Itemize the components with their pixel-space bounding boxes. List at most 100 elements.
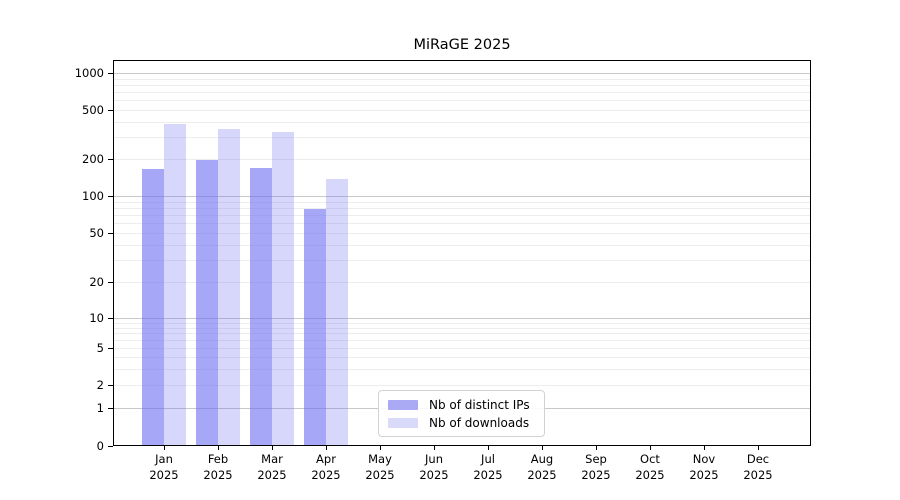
gridline-minor — [114, 348, 810, 349]
x-tick-month: Nov — [692, 452, 716, 466]
x-tick-year: 2025 — [311, 467, 341, 482]
x-tick-month: Jan — [155, 452, 173, 466]
gridline-minor — [114, 322, 810, 324]
gridline-minor — [114, 137, 810, 139]
bar-mar-downloads — [272, 132, 294, 445]
y-tick-mark — [108, 347, 113, 349]
y-tick-mark — [108, 407, 113, 409]
y-tick-mark — [108, 384, 113, 386]
gridline-minor — [114, 233, 810, 234]
gridline-minor — [114, 121, 810, 123]
gridline-minor — [114, 201, 810, 203]
x-tick-mark — [487, 446, 489, 450]
y-tick-label: 10 — [89, 311, 104, 325]
y-tick-mark — [108, 109, 113, 111]
gridline-major — [114, 196, 810, 197]
bar-jan-distinct-ips — [142, 169, 164, 445]
y-tick-label: 2 — [96, 378, 104, 392]
x-tick-label: Jun 2025 — [394, 452, 474, 483]
x-tick-year: 2025 — [581, 467, 611, 482]
x-tick-label: Dec 2025 — [718, 452, 798, 483]
x-tick-year: 2025 — [743, 467, 773, 482]
bar-jan-downloads — [164, 123, 186, 445]
x-tick-mark — [379, 446, 381, 450]
x-tick-month: Dec — [746, 452, 770, 466]
x-tick-mark — [703, 446, 705, 450]
gridline-minor — [114, 260, 810, 262]
y-tick-label: 100 — [82, 189, 104, 203]
x-tick-mark — [649, 446, 651, 450]
x-tick-month: Jun — [425, 452, 443, 466]
y-tick-mark — [108, 445, 113, 447]
y-tick-label: 50 — [89, 226, 104, 240]
y-tick-mark — [108, 281, 113, 283]
legend-swatch-downloads — [388, 417, 418, 428]
y-tick-mark — [108, 72, 113, 74]
gridline-minor — [114, 368, 810, 370]
gridline-minor — [114, 244, 810, 246]
x-tick-year: 2025 — [365, 467, 395, 482]
x-tick-year: 2025 — [257, 467, 287, 482]
x-tick-mark — [541, 446, 543, 450]
gridline-minor — [114, 78, 810, 80]
y-tick-mark — [108, 232, 113, 234]
bar-feb-distinct-ips — [196, 160, 218, 445]
x-tick-year: 2025 — [689, 467, 719, 482]
gridline-minor — [114, 110, 810, 111]
x-tick-label: Jul 2025 — [448, 452, 528, 483]
x-tick-mark — [271, 446, 273, 450]
gridline-major — [114, 318, 810, 319]
y-tick-label: 0 — [96, 439, 104, 453]
x-tick-label: May 2025 — [340, 452, 420, 483]
bar-apr-distinct-ips — [304, 209, 326, 445]
bar-mar-distinct-ips — [250, 167, 272, 445]
gridline-minor — [114, 357, 810, 358]
x-tick-month: Sep — [585, 452, 607, 466]
x-tick-year: 2025 — [635, 467, 665, 482]
legend-label-distinct-ips: Nb of distinct IPs — [429, 397, 530, 412]
x-tick-mark — [433, 446, 435, 450]
gridline-minor — [114, 207, 810, 209]
y-tick-label: 1 — [96, 401, 104, 415]
y-tick-label: 500 — [82, 103, 104, 117]
x-tick-label: Nov 2025 — [664, 452, 744, 483]
x-tick-month: Oct — [640, 452, 660, 466]
x-tick-year: 2025 — [149, 467, 179, 482]
gridline-minor — [114, 282, 810, 283]
x-tick-month: Aug — [530, 452, 554, 466]
gridline-major — [114, 73, 810, 74]
gridline-minor — [114, 92, 810, 94]
gridline-minor — [114, 340, 810, 342]
x-tick-label: Aug 2025 — [502, 452, 582, 483]
legend-label-downloads: Nb of downloads — [429, 415, 530, 430]
x-tick-month: May — [368, 452, 392, 466]
legend: Nb of distinct IPs Nb of downloads — [378, 390, 545, 437]
gridline-minor — [114, 84, 810, 86]
x-tick-mark — [757, 446, 759, 450]
x-tick-label: Apr 2025 — [286, 452, 366, 483]
bar-apr-downloads — [326, 178, 348, 445]
x-tick-year: 2025 — [419, 467, 449, 482]
gridline-minor — [114, 327, 810, 329]
x-tick-month: Mar — [261, 452, 283, 466]
x-tick-mark — [325, 446, 327, 450]
y-tick-mark — [108, 317, 113, 319]
legend-swatch-distinct-ips — [388, 399, 418, 410]
x-tick-label: Sep 2025 — [556, 452, 636, 483]
bar-feb-downloads — [218, 129, 240, 445]
gridline-minor — [114, 215, 810, 217]
x-tick-mark — [163, 446, 165, 450]
x-tick-label: Jan 2025 — [124, 452, 204, 483]
y-tick-label: 1000 — [74, 66, 104, 80]
x-tick-month: Jul — [481, 452, 495, 466]
x-tick-mark — [217, 446, 219, 450]
x-tick-year: 2025 — [527, 467, 557, 482]
x-tick-year: 2025 — [203, 467, 233, 482]
y-tick-mark — [108, 158, 113, 160]
x-tick-mark — [595, 446, 597, 450]
legend-item-distinct-ips: Nb of distinct IPs — [388, 398, 535, 412]
x-tick-label: Mar 2025 — [232, 452, 312, 483]
x-tick-label: Oct 2025 — [610, 452, 690, 483]
legend-item-downloads: Nb of downloads — [388, 416, 535, 430]
